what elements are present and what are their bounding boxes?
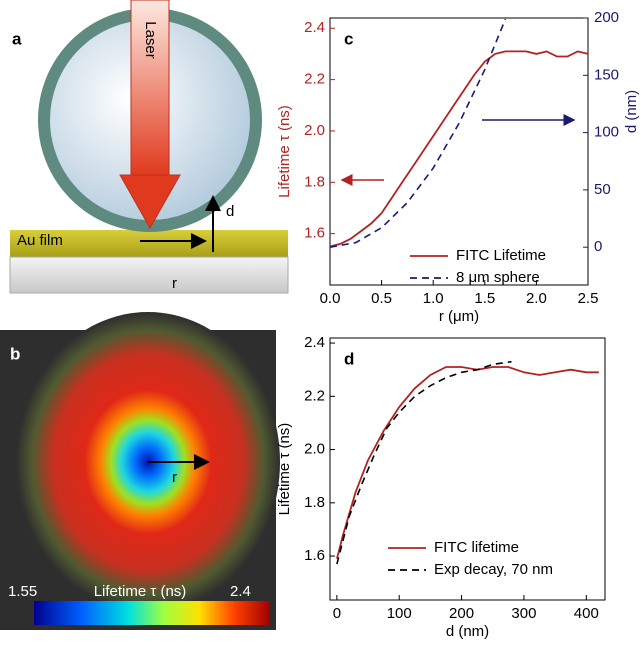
x-tick-label: 100 (387, 605, 412, 622)
y-tick-label: 2.2 (304, 387, 325, 404)
plot-frame (329, 17, 589, 286)
y-tick-label: 1.6 (304, 225, 325, 242)
x-tick-label: 2.0 (526, 290, 547, 307)
film-label: Au film (17, 232, 63, 249)
legend-label: FITC Lifetime (456, 247, 546, 264)
x-tick-label: 300 (511, 605, 536, 622)
colorbar-title: Lifetime τ (ns) (94, 583, 187, 600)
colorbar-max: 2.4 (230, 583, 251, 600)
y-tick-label: 2.2 (304, 71, 325, 88)
panel-label: a (12, 29, 22, 48)
legend-label: Exp decay, 70 nm (434, 561, 553, 578)
y-axis-label: Lifetime τ (ns) (276, 105, 293, 198)
d-label: d (226, 203, 234, 220)
r-label: r (172, 469, 177, 486)
y-tick-label: 1.6 (304, 547, 325, 564)
image-panel: r b 1.55 Lifetime τ (ns) 2.4 (0, 312, 280, 630)
x-tick-label: 0 (333, 605, 341, 622)
laser-label: Laser (142, 21, 159, 59)
colorbar (34, 601, 270, 625)
y2-axis-label: d (nm) (623, 90, 640, 133)
panel-label: d (344, 349, 354, 368)
laser-head (119, 174, 181, 230)
series-line (329, 50, 589, 248)
y-axis-label: Lifetime τ (ns) (276, 423, 293, 516)
y2-tick-label: 200 (594, 9, 619, 26)
x-axis-label: r (μm) (439, 308, 479, 325)
y-tick-label: 2.0 (304, 441, 325, 458)
panel-label: b (10, 344, 20, 363)
x-tick-label: 200 (449, 605, 474, 622)
diagram-panel: a Laser d Au film r (9, 0, 289, 294)
legend-label: FITC lifetime (434, 539, 519, 556)
x-tick-label: 0.0 (320, 290, 341, 307)
x-tick-label: 400 (574, 605, 599, 622)
x-tick-label: 1.0 (423, 290, 444, 307)
series-line (329, 18, 507, 248)
gold-film (10, 230, 288, 257)
x-axis-label: d (nm) (446, 623, 489, 640)
y-tick-label: 2.0 (304, 122, 325, 139)
series-line (336, 360, 512, 565)
y2-tick-label: 50 (594, 181, 611, 198)
plot-frame (329, 337, 606, 601)
series-line (336, 366, 599, 559)
y2-tick-label: 0 (594, 238, 602, 255)
x-tick-label: 0.5 (371, 290, 392, 307)
x-tick-label: 1.5 (474, 290, 495, 307)
y-tick-label: 1.8 (304, 494, 325, 511)
glass-substrate (9, 256, 289, 294)
legend-label: 8 μm sphere (456, 269, 540, 286)
r-label: r (172, 275, 177, 292)
y-tick-label: 2.4 (304, 334, 325, 351)
y-tick-label: 1.8 (304, 173, 325, 190)
y2-tick-label: 100 (594, 124, 619, 141)
y-tick-label: 2.4 (304, 19, 325, 36)
x-tick-label: 2.5 (578, 290, 599, 307)
laser-beam (130, 0, 170, 176)
colorbar-min: 1.55 (8, 583, 37, 600)
y2-tick-label: 150 (594, 66, 619, 83)
panel-label: c (344, 29, 353, 48)
